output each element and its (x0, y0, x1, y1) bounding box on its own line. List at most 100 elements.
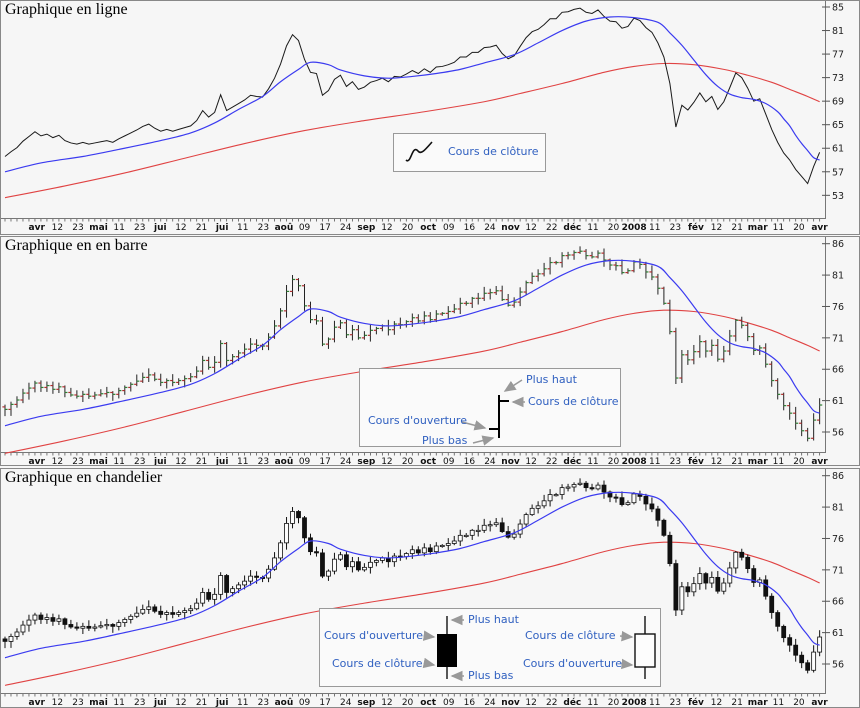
y-tick-label: 73 (832, 73, 844, 84)
long-moving-average-line (4, 541, 820, 686)
x-tick-label: sep (357, 698, 375, 707)
x-tick-label: 12 (711, 223, 722, 233)
x-tick-label: 16 (464, 223, 476, 233)
x-tick-label: 17 (319, 457, 330, 465)
x-tick-label: 23 (72, 223, 83, 233)
x-tick-label: oct (420, 457, 437, 465)
x-tick-label: 23 (72, 457, 83, 465)
legend-close-bull-label: Cours de clôture (525, 629, 616, 642)
line-chart-title: Graphique en ligne (5, 1, 128, 18)
bearish-candle-body (437, 634, 457, 667)
x-tick-label: 20 (793, 223, 805, 233)
y-tick-label: 81 (832, 271, 844, 282)
x-tick-label: 23 (670, 457, 681, 465)
x-tick-label: sep (357, 457, 375, 465)
x-tick-label: 20 (402, 457, 414, 465)
x-tick-label: avr (29, 457, 46, 465)
x-tick-label: 11 (773, 457, 784, 465)
arrow-to-high-icon (503, 379, 523, 392)
x-tick-label: 12 (52, 223, 63, 233)
x-tick-label: 11 (113, 223, 124, 233)
short-moving-average-line (4, 491, 820, 659)
x-tick-label: 21 (731, 223, 742, 233)
x-tick-label: 22 (546, 223, 557, 233)
line-chart-legend: Cours de clôture (393, 133, 546, 172)
line-chart-panel: 85 81 77 73 69 65 61 57 53 avr 12 23 mai 11 23 jui 12 21 j… (0, 0, 860, 235)
x-tick-label: 12 (381, 698, 392, 707)
arrow-to-open-icon (422, 630, 436, 641)
x-tick-label: 22 (546, 457, 557, 465)
legend-close-bear-label: Cours de clôture (332, 657, 423, 670)
x-tick-label: 16 (464, 698, 476, 707)
x-tick-label: 09 (299, 698, 311, 707)
x-tick-label: 24 (340, 457, 352, 465)
x-tick-label: fév (688, 697, 704, 707)
close-line-icon (405, 141, 433, 162)
y-tick-label: 66 (832, 597, 844, 608)
x-tick-label: 12 (525, 223, 536, 233)
x-tick-label: avr (811, 698, 828, 707)
x-tick-label: fév (688, 456, 704, 465)
legend-open-bull-label: Cours d'ouverture (523, 657, 622, 670)
candlestick-chart-panel: 86 81 76 71 66 61 56 avr 12 23 mai 11 23 jui 12 21 jui 11… (0, 468, 860, 708)
x-tick-label: 11 (237, 698, 248, 707)
x-tick-label: déc (563, 697, 581, 707)
y-tick-label: 76 (832, 534, 844, 545)
x-tick-label: 12 (525, 457, 536, 465)
bar-chart-plot: 86 81 76 71 66 61 56 avr 12 23 mai 11 23 jui 12 21 jui 11… (1, 237, 844, 465)
x-tick-label: 11 (587, 698, 598, 707)
legend-open-label: Cours d'ouverture (368, 414, 467, 427)
y-tick-label: 61 (832, 628, 844, 639)
x-tick-label: 16 (464, 457, 476, 465)
y-tick-label: 56 (832, 660, 844, 671)
arrow-to-open-icon (621, 658, 634, 670)
x-tick-label: avr (29, 223, 46, 233)
long-moving-average-line (4, 309, 820, 454)
legend-high-label: Plus haut (526, 373, 577, 386)
x-tick-label: 11 (237, 457, 248, 465)
x-tick-label: 24 (484, 698, 496, 707)
x-tick-label: 12 (525, 698, 536, 707)
legend-low-label: Plus bas (468, 669, 514, 682)
x-tick-label: déc (563, 222, 581, 233)
x-tick-label: 23 (258, 457, 269, 465)
x-tick-label: mar (748, 457, 768, 465)
x-tick-label: 11 (587, 457, 598, 465)
x-tick-label: aoû (275, 698, 294, 707)
x-tick-label: 11 (237, 223, 248, 233)
x-tick-label: 17 (319, 698, 330, 707)
x-tick-label: sep (357, 223, 375, 233)
x-tick-label: 23 (134, 223, 145, 233)
arrow-to-open-icon (461, 420, 487, 431)
x-tick-label: fév (688, 222, 704, 233)
x-tick-label: mar (748, 698, 768, 707)
x-tick-label: 12 (175, 698, 186, 707)
x-tick-label: avr (811, 457, 828, 465)
y-tick-label: 86 (832, 239, 844, 250)
candlestick-chart-legend: Plus haut Cours d'ouverture Cours de clô… (319, 608, 661, 687)
axes: 85 81 77 73 69 65 61 57 53 avr 12 23 mai 11 23 jui 12 21 j… (1, 1, 844, 233)
x-tick-label: 09 (443, 698, 455, 707)
x-tick-label: 12 (711, 698, 722, 707)
x-tick-label: 09 (299, 223, 311, 233)
candlestick-chart-plot: 86 81 76 71 66 61 56 avr 12 23 mai 11 23 jui 12 21 jui 11… (1, 469, 844, 707)
x-tick-label: 21 (731, 457, 742, 465)
x-tick-label: jui (215, 698, 229, 707)
y-tick-label: 77 (832, 50, 844, 61)
y-tick-label: 56 (832, 428, 844, 439)
x-tick-label: 24 (340, 223, 352, 233)
axes: 86 81 76 71 66 61 56 avr 12 23 mai 11 23 jui 12 21 jui 11… (1, 469, 844, 707)
x-tick-label: avr (811, 223, 828, 233)
x-tick-label: mai (89, 223, 108, 233)
x-tick-label: 11 (649, 698, 660, 707)
long-moving-average-line (4, 62, 820, 199)
x-tick-label: 20 (608, 698, 620, 707)
x-tick-label: aoû (275, 223, 294, 233)
line-chart-plot: 85 81 77 73 69 65 61 57 53 avr 12 23 mai 11 23 jui 12 21 j… (1, 1, 844, 233)
x-tick-label: déc (563, 456, 581, 465)
x-tick-label: 12 (175, 457, 186, 465)
x-tick-label: 09 (299, 457, 311, 465)
y-tick-label: 81 (832, 26, 844, 37)
x-tick-label: nov (501, 223, 520, 233)
y-tick-label: 76 (832, 302, 844, 313)
